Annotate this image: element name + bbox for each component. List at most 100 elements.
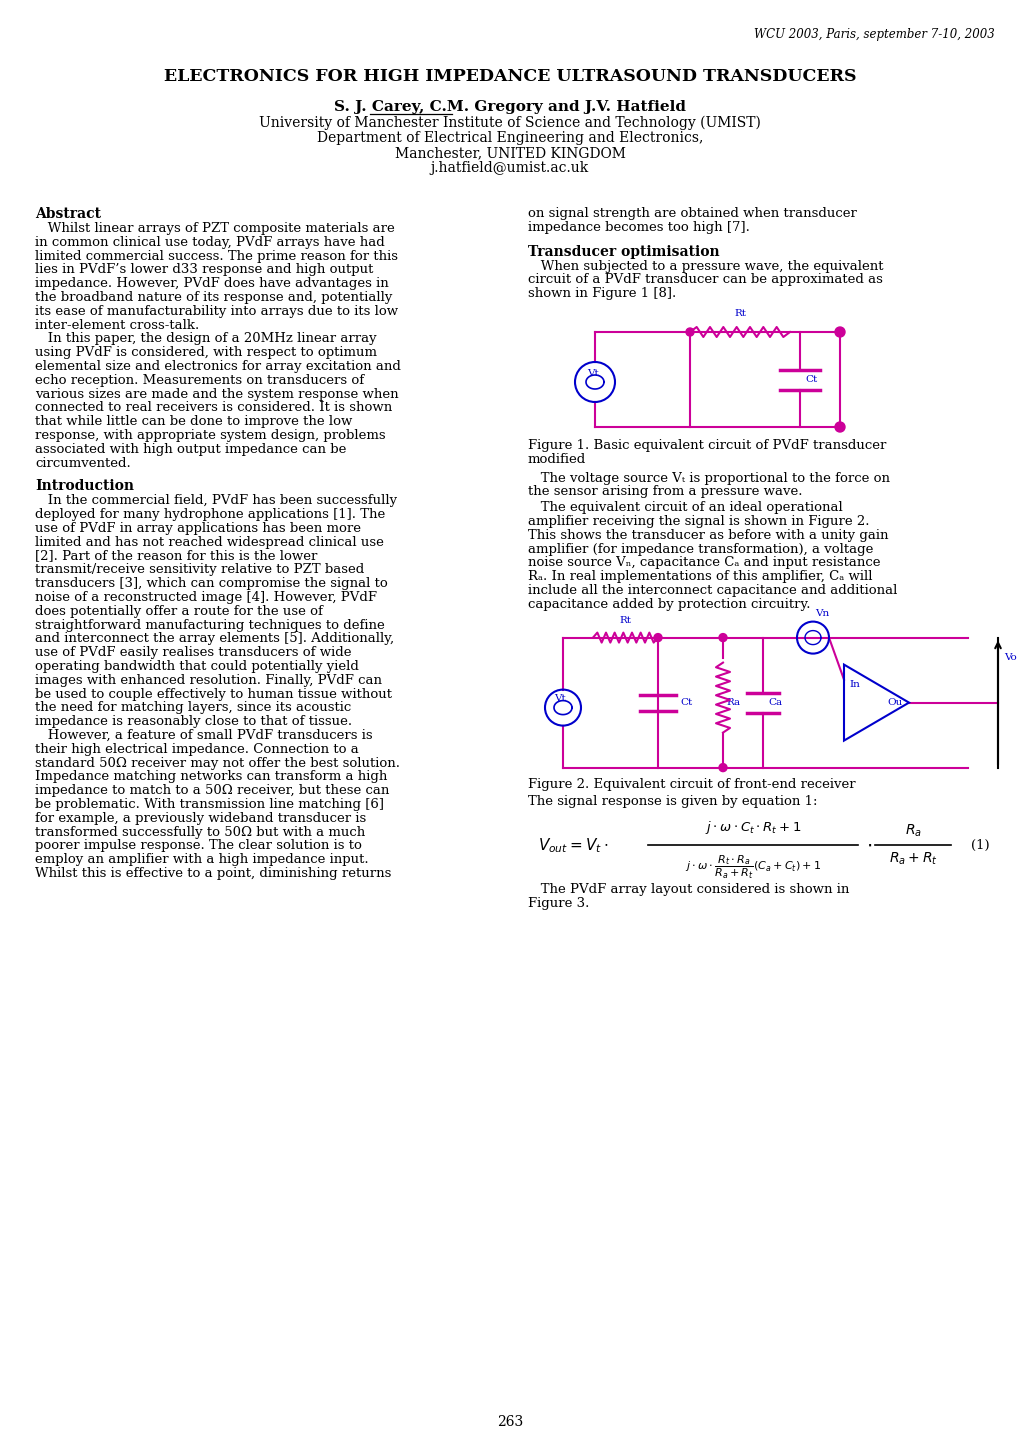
Text: noise source Vₙ, capacitance Cₐ and input resistance: noise source Vₙ, capacitance Cₐ and inpu… — [528, 557, 879, 570]
Text: that while little can be done to improve the low: that while little can be done to improve… — [35, 416, 352, 429]
Text: the broadband nature of its response and, potentially: the broadband nature of its response and… — [35, 291, 392, 304]
Text: echo reception. Measurements on transducers of: echo reception. Measurements on transduc… — [35, 374, 364, 387]
Text: Ct: Ct — [680, 698, 692, 707]
Text: amplifier receiving the signal is shown in Figure 2.: amplifier receiving the signal is shown … — [528, 515, 868, 528]
Text: This shows the transducer as before with a unity gain: This shows the transducer as before with… — [528, 528, 888, 541]
Text: Impedance matching networks can transform a high: Impedance matching networks can transfor… — [35, 771, 387, 784]
Text: their high electrical impedance. Connection to a: their high electrical impedance. Connect… — [35, 743, 359, 756]
Text: does potentially offer a route for the use of: does potentially offer a route for the u… — [35, 605, 323, 618]
Text: Introduction: Introduction — [35, 479, 133, 494]
Text: Manchester, UNITED KINGDOM: Manchester, UNITED KINGDOM — [394, 146, 625, 160]
Text: limited commercial success. The prime reason for this: limited commercial success. The prime re… — [35, 250, 397, 263]
Text: In the commercial field, PVdF has been successfully: In the commercial field, PVdF has been s… — [35, 495, 396, 508]
Text: When subjected to a pressure wave, the equivalent: When subjected to a pressure wave, the e… — [528, 260, 882, 273]
Text: transducers [3], which can compromise the signal to: transducers [3], which can compromise th… — [35, 577, 387, 590]
Text: $R_a$: $R_a$ — [904, 823, 920, 840]
Circle shape — [718, 633, 727, 642]
Text: elemental size and electronics for array excitation and: elemental size and electronics for array… — [35, 359, 400, 372]
Text: modified: modified — [528, 453, 586, 466]
Text: Vn: Vn — [814, 609, 828, 618]
Text: straightforward manufacturing techniques to define: straightforward manufacturing techniques… — [35, 619, 384, 632]
Text: Rt: Rt — [734, 309, 745, 317]
Text: using PVdF is considered, with respect to optimum: using PVdF is considered, with respect t… — [35, 346, 377, 359]
Text: Rt: Rt — [619, 616, 631, 625]
Text: However, a feature of small PVdF transducers is: However, a feature of small PVdF transdu… — [35, 729, 372, 742]
Text: $j \cdot \omega \cdot C_t \cdot R_t + 1$: $j \cdot \omega \cdot C_t \cdot R_t + 1$ — [704, 818, 800, 835]
Text: in common clinical use today, PVdF arrays have had: in common clinical use today, PVdF array… — [35, 235, 384, 248]
Text: ELECTRONICS FOR HIGH IMPEDANCE ULTRASOUND TRANSDUCERS: ELECTRONICS FOR HIGH IMPEDANCE ULTRASOUN… — [164, 68, 855, 85]
Text: circuit of a PVdF transducer can be approximated as: circuit of a PVdF transducer can be appr… — [528, 273, 882, 286]
Text: Figure 2. Equivalent circuit of front-end receiver: Figure 2. Equivalent circuit of front-en… — [528, 778, 855, 791]
Text: The equivalent circuit of an ideal operational: The equivalent circuit of an ideal opera… — [528, 501, 842, 514]
Text: operating bandwidth that could potentially yield: operating bandwidth that could potential… — [35, 659, 359, 672]
Text: Rₐ. In real implementations of this amplifier, Cₐ will: Rₐ. In real implementations of this ampl… — [528, 570, 871, 583]
Text: The voltage source Vₜ is proportional to the force on: The voltage source Vₜ is proportional to… — [528, 472, 890, 485]
Text: Abstract: Abstract — [35, 206, 101, 221]
Text: j.hatfield@umist.ac.uk: j.hatfield@umist.ac.uk — [430, 162, 589, 175]
Text: standard 50Ω receiver may not offer the best solution.: standard 50Ω receiver may not offer the … — [35, 756, 399, 769]
Text: include all the interconnect capacitance and additional: include all the interconnect capacitance… — [528, 584, 897, 597]
Text: $j \cdot \omega \cdot \dfrac{R_t \cdot R_a}{R_a + R_t}\left(C_a + C_t\right) + 1: $j \cdot \omega \cdot \dfrac{R_t \cdot R… — [684, 854, 820, 880]
Text: In: In — [848, 680, 859, 690]
Text: transformed successfully to 50Ω but with a much: transformed successfully to 50Ω but with… — [35, 825, 365, 838]
Text: images with enhanced resolution. Finally, PVdF can: images with enhanced resolution. Finally… — [35, 674, 382, 687]
Text: Ct: Ct — [804, 375, 816, 384]
Text: deployed for many hydrophone applications [1]. The: deployed for many hydrophone application… — [35, 508, 385, 521]
Text: associated with high output impedance can be: associated with high output impedance ca… — [35, 443, 346, 456]
Text: $R_a + R_t$: $R_a + R_t$ — [888, 851, 936, 867]
Text: Figure 1. Basic equivalent circuit of PVdF transducer: Figure 1. Basic equivalent circuit of PV… — [528, 439, 886, 452]
Text: impedance. However, PVdF does have advantages in: impedance. However, PVdF does have advan… — [35, 277, 388, 290]
Text: $V_{out} = V_t \cdot$: $V_{out} = V_t \cdot$ — [537, 835, 607, 854]
Text: poorer impulse response. The clear solution is to: poorer impulse response. The clear solut… — [35, 840, 362, 853]
Circle shape — [835, 421, 844, 431]
Text: transmit/receive sensitivity relative to PZT based: transmit/receive sensitivity relative to… — [35, 563, 364, 576]
Text: impedance to match to a 50Ω receiver, but these can: impedance to match to a 50Ω receiver, bu… — [35, 784, 389, 797]
Text: its ease of manufacturability into arrays due to its low: its ease of manufacturability into array… — [35, 304, 397, 317]
Text: Department of Electrical Engineering and Electronics,: Department of Electrical Engineering and… — [317, 131, 702, 144]
Text: [2]. Part of the reason for this is the lower: [2]. Part of the reason for this is the … — [35, 550, 317, 563]
Text: amplifier (for impedance transformation), a voltage: amplifier (for impedance transformation)… — [528, 543, 872, 556]
Text: Ca: Ca — [767, 698, 782, 707]
Text: various sizes are made and the system response when: various sizes are made and the system re… — [35, 388, 398, 401]
Text: response, with appropriate system design, problems: response, with appropriate system design… — [35, 429, 385, 442]
Text: be used to couple effectively to human tissue without: be used to couple effectively to human t… — [35, 688, 391, 701]
Text: The PVdF array layout considered is shown in: The PVdF array layout considered is show… — [528, 883, 849, 896]
Text: (1): (1) — [970, 838, 989, 851]
Text: for example, a previously wideband transducer is: for example, a previously wideband trans… — [35, 812, 366, 825]
Text: use of PVdF easily realises transducers of wide: use of PVdF easily realises transducers … — [35, 646, 352, 659]
Text: be problematic. With transmission line matching [6]: be problematic. With transmission line m… — [35, 798, 383, 811]
Text: connected to real receivers is considered. It is shown: connected to real receivers is considere… — [35, 401, 392, 414]
Text: The signal response is given by equation 1:: The signal response is given by equation… — [528, 795, 816, 808]
Text: lies in PVdF’s lower d33 response and high output: lies in PVdF’s lower d33 response and hi… — [35, 264, 373, 277]
Text: University of Manchester Institute of Science and Technology (UMIST): University of Manchester Institute of Sc… — [259, 115, 760, 130]
Text: Vt: Vt — [553, 694, 566, 703]
Text: circumvented.: circumvented. — [35, 456, 130, 469]
Text: on signal strength are obtained when transducer: on signal strength are obtained when tra… — [528, 206, 856, 219]
Text: Vo: Vo — [1003, 654, 1016, 662]
Text: employ an amplifier with a high impedance input.: employ an amplifier with a high impedanc… — [35, 853, 368, 866]
Text: Ra: Ra — [726, 698, 740, 707]
Text: WCU 2003, Paris, september 7-10, 2003: WCU 2003, Paris, september 7-10, 2003 — [753, 27, 994, 40]
Text: impedance is reasonably close to that of tissue.: impedance is reasonably close to that of… — [35, 716, 352, 729]
Text: impedance becomes too high [7].: impedance becomes too high [7]. — [528, 221, 749, 234]
Circle shape — [835, 328, 844, 338]
Circle shape — [686, 328, 693, 336]
Text: Whilst linear arrays of PZT composite materials are: Whilst linear arrays of PZT composite ma… — [35, 222, 394, 235]
Circle shape — [653, 633, 661, 642]
Text: Ou: Ou — [887, 698, 902, 707]
Text: the need for matching layers, since its acoustic: the need for matching layers, since its … — [35, 701, 351, 714]
Text: and interconnect the array elements [5]. Additionally,: and interconnect the array elements [5].… — [35, 632, 393, 645]
Text: Whilst this is effective to a point, diminishing returns: Whilst this is effective to a point, dim… — [35, 867, 391, 880]
Text: use of PVdF in array applications has been more: use of PVdF in array applications has be… — [35, 522, 361, 535]
Text: inter-element cross-talk.: inter-element cross-talk. — [35, 319, 199, 332]
Text: shown in Figure 1 [8].: shown in Figure 1 [8]. — [528, 287, 676, 300]
Text: In this paper, the design of a 20MHz linear array: In this paper, the design of a 20MHz lin… — [35, 332, 376, 345]
Text: S. J. Carey, C.M. Gregory and J.V. Hatfield: S. J. Carey, C.M. Gregory and J.V. Hatfi… — [333, 100, 686, 114]
Text: Figure 3.: Figure 3. — [528, 898, 589, 911]
Text: the sensor arising from a pressure wave.: the sensor arising from a pressure wave. — [528, 485, 802, 498]
Text: Transducer optimisation: Transducer optimisation — [528, 245, 719, 258]
Text: noise of a reconstructed image [4]. However, PVdF: noise of a reconstructed image [4]. Howe… — [35, 592, 377, 605]
Text: capacitance added by protection circuitry.: capacitance added by protection circuitr… — [528, 597, 810, 610]
Circle shape — [718, 763, 727, 772]
Text: $\cdot$: $\cdot$ — [865, 835, 871, 854]
